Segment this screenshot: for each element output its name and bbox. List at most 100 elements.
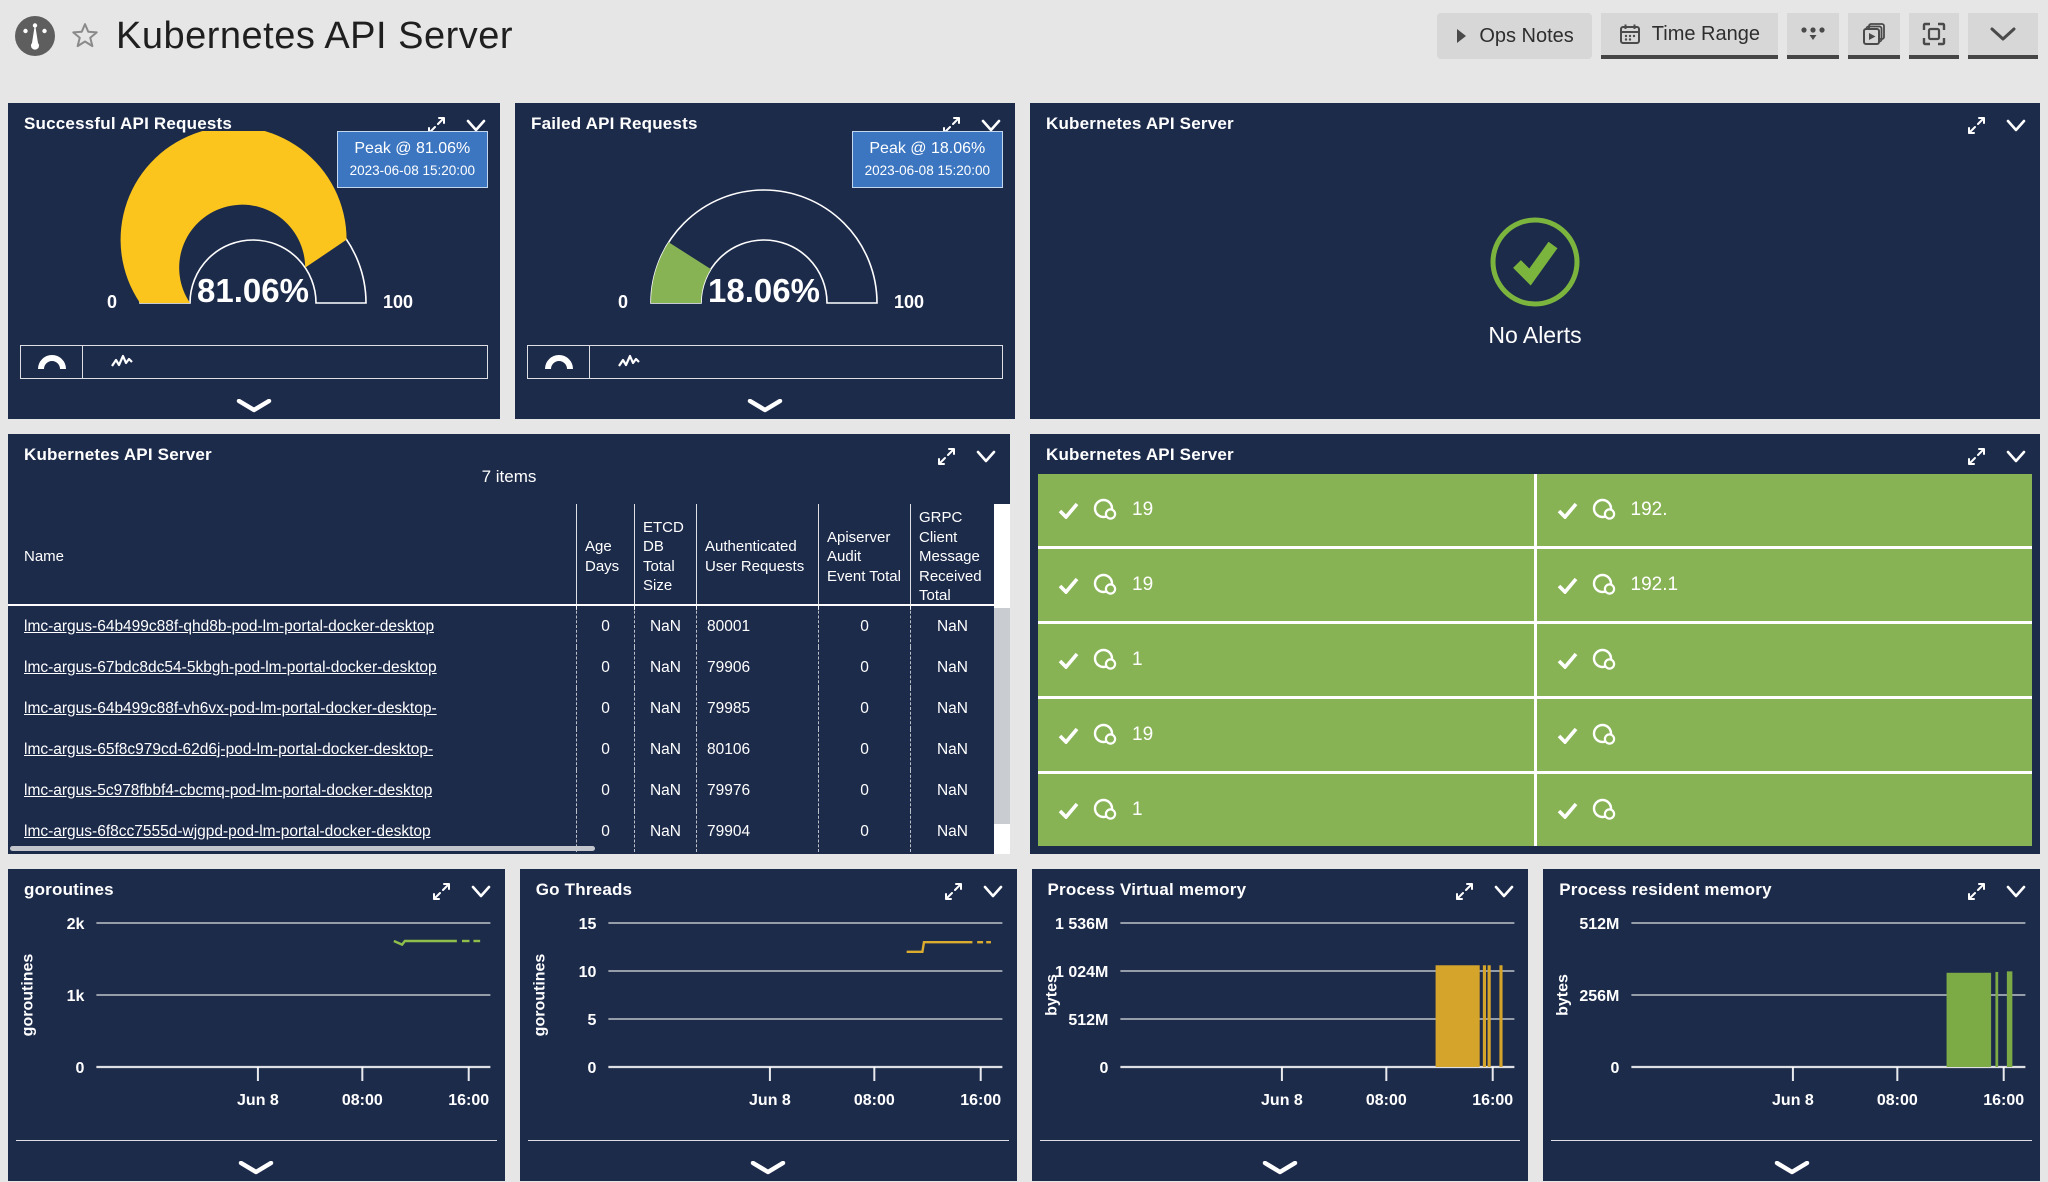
status-tile[interactable]: 1 xyxy=(1038,774,1534,846)
panel-chart-goroutines: goroutines 0 1k 2k Jun 8 08:00 16:00 goroutine… xyxy=(8,869,505,1181)
collapse-panel-icon[interactable] xyxy=(1494,885,1514,898)
col-header-grpc-client-message-received-total[interactable]: GRPC Client Message Received Total xyxy=(910,504,994,610)
display-mode-bar xyxy=(527,345,1003,379)
collapse-panel-icon[interactable] xyxy=(471,885,491,898)
ops-notes-button[interactable]: Ops Notes xyxy=(1437,13,1592,59)
line-mode-icon xyxy=(618,354,640,367)
pod-table: Name Age Days ETCD DB Total Size Authent… xyxy=(8,504,994,854)
table-vertical-scrollbar[interactable] xyxy=(994,504,1010,854)
check-icon xyxy=(1557,802,1577,819)
svg-text:15: 15 xyxy=(578,916,596,933)
pod-name-link[interactable]: lmc-argus-67bdc8dc54-5kbgh-pod-lm-portal… xyxy=(24,658,437,676)
pod-name-link[interactable]: lmc-argus-5c978fbbf4-cbcmq-pod-lm-portal… xyxy=(24,781,433,799)
panel-footer-collapse[interactable] xyxy=(515,399,1015,413)
svg-text:0: 0 xyxy=(107,292,117,312)
collapse-panel-icon[interactable] xyxy=(981,119,1001,132)
peak-value: Peak @ 18.06% xyxy=(869,140,986,157)
pod-name-link: lmc-argus-64b499c88f-vh6vx-pod-lm-portal… xyxy=(8,688,576,729)
expand-icon[interactable] xyxy=(1455,882,1474,901)
svg-text:16:00: 16:00 xyxy=(1983,1092,2024,1109)
status-tile[interactable]: 19 xyxy=(1038,474,1534,546)
svg-text:16:00: 16:00 xyxy=(960,1092,1001,1109)
table-horizontal-scrollbar[interactable] xyxy=(10,846,595,851)
svg-text:Jun 8: Jun 8 xyxy=(1261,1092,1303,1109)
expand-icon[interactable] xyxy=(942,116,961,135)
collapse-panel-icon[interactable] xyxy=(2006,885,2026,898)
collapse-panel-icon[interactable] xyxy=(2006,450,2026,463)
items-count: 7 items xyxy=(481,467,537,486)
cell-authenticated-user-requests: 79985 xyxy=(696,688,818,729)
cell-etcd-db-total-size: NaN xyxy=(634,647,696,688)
collapse-header-button[interactable] xyxy=(1968,13,2038,59)
expand-icon[interactable] xyxy=(1967,882,1986,901)
svg-text:Jun 8: Jun 8 xyxy=(1772,1092,1814,1109)
peak-tooltip: Peak @ 81.06% 2023-06-08 15:20:00 xyxy=(336,131,488,188)
table-row: lmc-argus-5c978fbbf4-cbcmq-pod-lm-portal… xyxy=(8,770,994,811)
status-tile[interactable] xyxy=(1536,699,2032,771)
pod-name-link[interactable]: lmc-argus-64b499c88f-qhd8b-pod-lm-portal… xyxy=(24,617,435,635)
line-mode-button[interactable] xyxy=(83,346,133,378)
chevron-down-icon xyxy=(1774,1161,1809,1175)
tile-label: 192. xyxy=(1630,499,1668,520)
collapse-panel-icon[interactable] xyxy=(466,119,486,132)
status-tile[interactable]: 192. xyxy=(1536,474,2032,546)
pod-name-link: lmc-argus-64b499c88f-qhd8b-pod-lm-portal… xyxy=(8,606,576,647)
gauge-mode-button[interactable] xyxy=(21,346,83,378)
expand-icon[interactable] xyxy=(1967,116,1986,135)
pod-name-link[interactable]: lmc-argus-64b499c88f-vh6vx-pod-lm-portal… xyxy=(24,699,437,717)
collapse-panel-icon[interactable] xyxy=(976,450,996,463)
peak-value: Peak @ 81.06% xyxy=(354,140,471,157)
check-icon xyxy=(1058,577,1079,594)
panel-chart-virtual-memory: Process Virtual memory 0 512M 1 024M 1 536M… xyxy=(1031,869,1529,1181)
col-header-apiserver-audit-event-total[interactable]: Apiserver Audit Event Total xyxy=(818,504,910,610)
col-header-age-days[interactable]: Age Days xyxy=(576,504,634,610)
svg-text:goroutines: goroutines xyxy=(531,954,548,1037)
gauge-mode-button[interactable] xyxy=(528,346,590,378)
status-tile[interactable] xyxy=(1536,774,2032,846)
line-mode-button[interactable] xyxy=(590,346,640,378)
svg-text:1k: 1k xyxy=(67,988,85,1005)
peak-timestamp: 2023-06-08 15:20:00 xyxy=(349,163,475,178)
alert-status-body: No Alerts xyxy=(1030,143,2040,419)
svg-text:2k: 2k xyxy=(67,916,85,933)
expand-icon[interactable] xyxy=(937,447,956,466)
collapse-panel-icon[interactable] xyxy=(983,885,1003,898)
pod-name-link[interactable]: lmc-argus-65f8c979cd-62d6j-pod-lm-portal… xyxy=(24,740,434,758)
favorite-star-icon[interactable] xyxy=(70,21,100,51)
collapse-panel-icon[interactable] xyxy=(2006,119,2026,132)
status-tile[interactable]: 192.1 xyxy=(1536,549,2032,621)
panel-footer-collapse[interactable] xyxy=(8,399,500,413)
status-tile[interactable]: 19 xyxy=(1038,699,1534,771)
expand-icon[interactable] xyxy=(944,882,963,901)
expand-icon[interactable] xyxy=(432,882,451,901)
resident-memory-chart: 0 256M 512M Jun 8 08:00 16:00 bytes xyxy=(1555,916,2026,1109)
status-tiles-grid: 19 192. 19 192.1 xyxy=(1038,474,2032,846)
panel-footer-collapse[interactable] xyxy=(1543,1161,2040,1175)
cell-age-days: 0 xyxy=(576,688,634,729)
panel-footer-collapse[interactable] xyxy=(1032,1161,1529,1175)
panel-successful-api-requests: Successful API Requests 0 100 81.06% Peak … xyxy=(8,103,500,419)
status-tile[interactable]: 19 xyxy=(1038,549,1534,621)
col-header-etcd-db-total-size[interactable]: ETCD DB Total Size xyxy=(634,504,696,610)
cell-etcd-db-total-size: NaN xyxy=(634,606,696,647)
col-header-authenticated-user-requests[interactable]: Authenticated User Requests xyxy=(696,504,818,610)
col-header-name[interactable]: Name xyxy=(24,548,65,565)
expand-icon[interactable] xyxy=(427,116,446,135)
pod-name-link: lmc-argus-5c978fbbf4-cbcmq-pod-lm-portal… xyxy=(8,770,576,811)
cell-authenticated-user-requests: 79904 xyxy=(696,811,818,852)
svg-text:goroutines: goroutines xyxy=(19,954,36,1037)
panel-title: Failed API Requests xyxy=(531,114,698,133)
status-tile[interactable] xyxy=(1536,624,2032,696)
fullscreen-button[interactable] xyxy=(1909,13,1959,59)
gauge-circle-icon xyxy=(1592,498,1615,520)
status-tile[interactable]: 1 xyxy=(1038,624,1534,696)
time-range-button[interactable]: Time Range xyxy=(1600,13,1778,59)
expand-icon[interactable] xyxy=(1967,447,1986,466)
slideshow-button[interactable] xyxy=(1848,13,1900,59)
panel-footer-collapse[interactable] xyxy=(8,1161,505,1175)
gauge-circle-icon xyxy=(1592,798,1615,820)
panel-footer-collapse[interactable] xyxy=(520,1161,1017,1175)
chevron-down-icon xyxy=(1990,27,2016,41)
more-options-button[interactable] xyxy=(1787,13,1839,59)
pod-name-link[interactable]: lmc-argus-6f8cc7555d-wjgpd-pod-lm-portal… xyxy=(24,822,431,840)
